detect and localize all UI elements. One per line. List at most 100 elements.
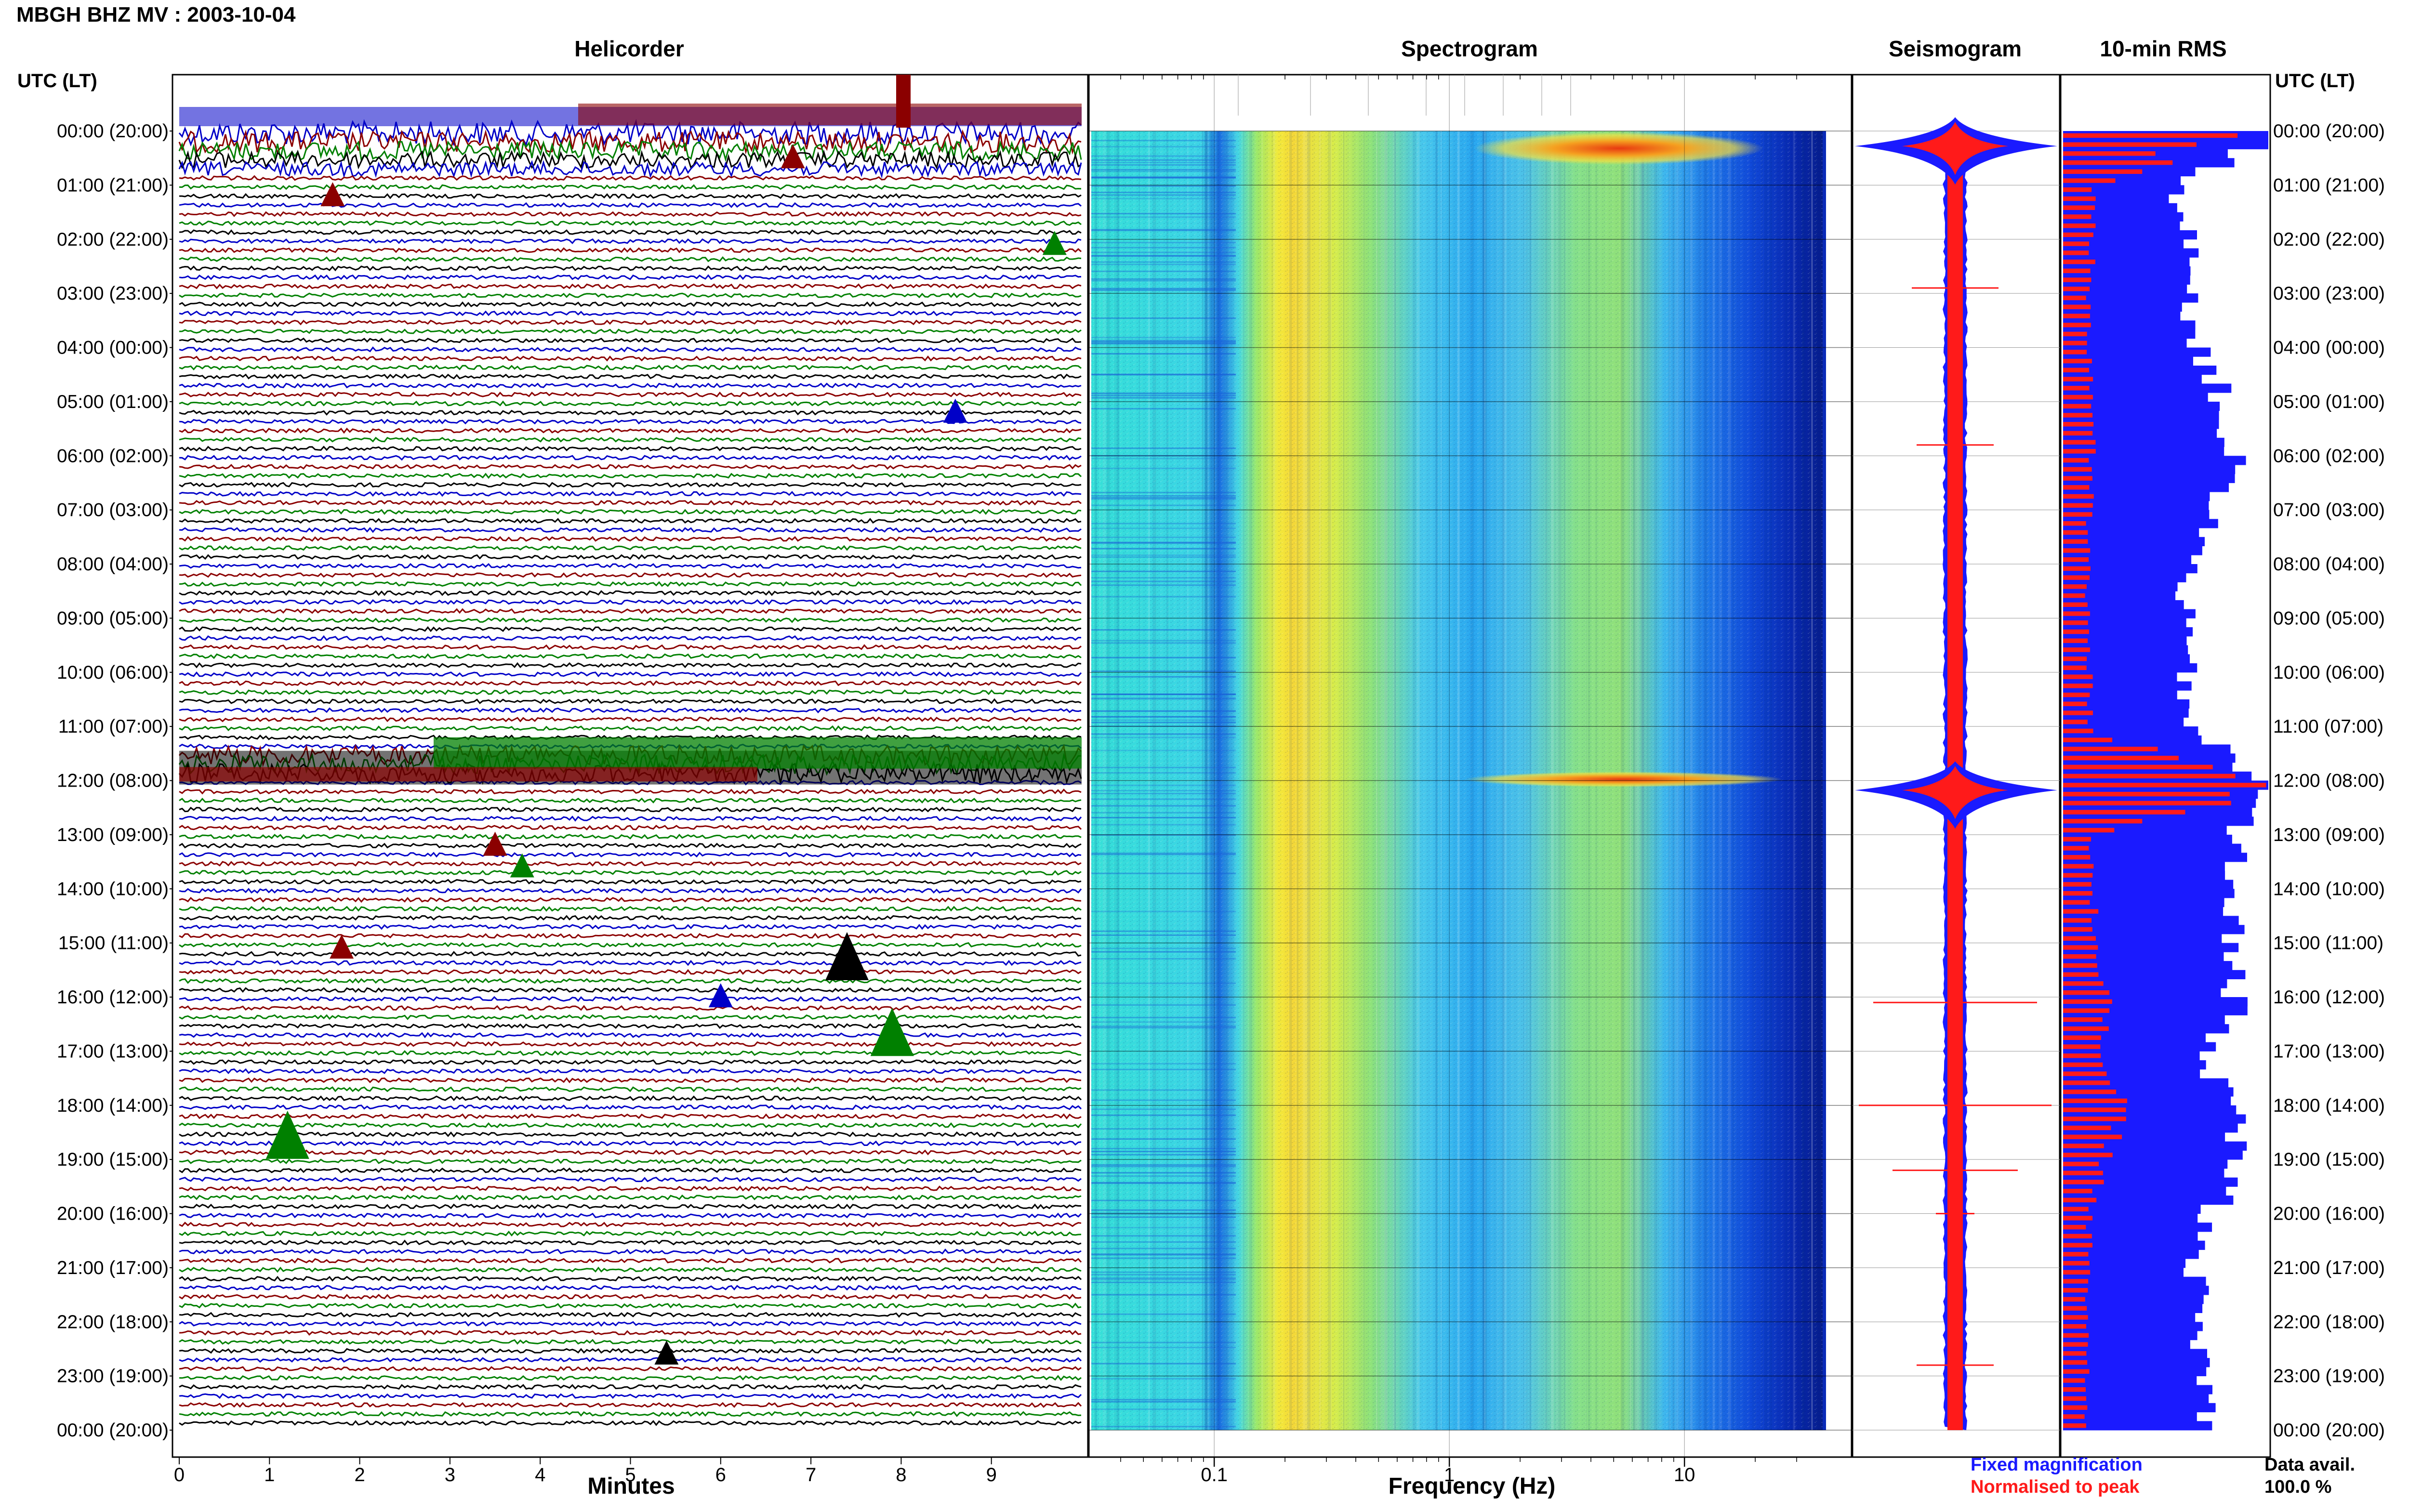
rms-bar-fixed [2063, 374, 2202, 384]
utc-header-left: UTC (LT) [17, 70, 97, 92]
helicorder-trace [179, 698, 1082, 704]
rms-bar-fixed [2063, 654, 2190, 664]
spectrogram-row [1091, 216, 1236, 218]
rms-bar-normalised [2063, 1333, 2089, 1338]
spectrogram-row [1091, 1341, 1236, 1343]
rms-bar-normalised [2063, 1017, 2103, 1022]
helicorder-event [654, 1340, 679, 1365]
rms-bar-normalised [2063, 1369, 2090, 1374]
rms-bar-normalised [2063, 1306, 2087, 1311]
time-label-right: 10:00 (06:00) [2273, 662, 2385, 683]
rms-bar-normalised [2063, 539, 2088, 544]
rms-bar-fixed [2063, 961, 2233, 971]
rms-bar-normalised [2063, 178, 2116, 183]
helicorder-trace [179, 644, 1082, 650]
rms-bar-normalised [2063, 810, 2185, 815]
rms-bar-normalised [2063, 548, 2091, 553]
rms-bar-normalised [2063, 629, 2089, 634]
helicorder-trace [179, 725, 1082, 732]
spectrogram-row [1091, 541, 1236, 543]
spectrogram-row [1091, 1148, 1236, 1149]
spectrogram-row [1091, 212, 1236, 214]
spectrogram-row [1091, 793, 1236, 794]
spectrogram-row [1091, 169, 1236, 171]
rms-bar-normalised [2063, 963, 2097, 968]
rms-bar-normalised [2063, 764, 2213, 770]
rms-bar-normalised [2063, 259, 2095, 264]
time-label-right: 13:00 (09:00) [2273, 825, 2385, 845]
rms-bar-normalised [2063, 1297, 2085, 1302]
rms-bar-normalised [2063, 214, 2091, 219]
seismogram-title: Seismogram [1888, 36, 2022, 61]
rms-bar-fixed [2063, 1249, 2199, 1259]
spectrogram-row [1091, 542, 1236, 544]
helicorder-trace [179, 337, 1082, 343]
spectrogram-row [1091, 772, 1236, 774]
helicorder-trace [179, 346, 1082, 353]
helicorder-trace [179, 1293, 1082, 1300]
time-label-right: 00:00 (20:00) [2273, 121, 2385, 142]
rms-bar-normalised [2063, 494, 2094, 499]
time-label-left: 06:00 (02:00) [57, 446, 169, 466]
helicorder-trace [179, 373, 1082, 380]
rms-bar-normalised [2063, 521, 2086, 526]
rms-bar-normalised [2063, 593, 2085, 598]
rms-bar-normalised [2063, 277, 2091, 282]
time-label-left: 22:00 (18:00) [57, 1312, 169, 1332]
helicorder-trace [179, 635, 1082, 641]
data-availability-value: 100.0 % [2264, 1477, 2332, 1497]
rms-bar-fixed [2063, 726, 2198, 736]
helicorder-trace [179, 1302, 1082, 1309]
spectrogram-row [1091, 194, 1236, 196]
rms-bar-normalised [2063, 1243, 2092, 1248]
rms-bar-fixed [2063, 275, 2190, 285]
rms-bar-normalised [2063, 440, 2096, 445]
rms-bar-fixed [2063, 952, 2224, 961]
rms-bar-fixed [2063, 1367, 2207, 1377]
rms-bar-fixed [2063, 329, 2196, 339]
spectrogram-row [1091, 1183, 1236, 1184]
rms-bar-fixed [2063, 456, 2246, 465]
rms-bar-fixed [2063, 1331, 2197, 1341]
rms-bar-normalised [2063, 891, 2092, 896]
rms-bar-normalised [2063, 1279, 2089, 1284]
helicorder-trace [179, 563, 1082, 569]
rms-bar-normalised [2063, 620, 2088, 625]
helicorder-trace [179, 1140, 1082, 1146]
helicorder-trace [179, 1402, 1082, 1408]
rms-bar-fixed [2063, 546, 2202, 555]
rms-bar-fixed [2063, 338, 2187, 348]
rms-bar-normalised [2063, 1044, 2101, 1049]
spectrogram-row [1091, 548, 1236, 550]
helicorder-trace [179, 852, 1082, 858]
rms-bar-fixed [2063, 528, 2199, 538]
helicorder-trace [179, 653, 1082, 659]
rms-bar-normalised [2063, 791, 2230, 797]
helicorder-top-burst [578, 104, 1082, 125]
minute-tick-label: 8 [896, 1464, 906, 1486]
spectrogram-row [1091, 1278, 1236, 1280]
rms-bar-normalised [2063, 1134, 2122, 1139]
rms-bar-normalised [2063, 268, 2091, 273]
helicorder-trace [179, 896, 1082, 903]
spectrogram-row [1091, 671, 1236, 672]
helicorder-trace [179, 464, 1082, 470]
time-label-left: 00:00 (20:00) [57, 121, 169, 142]
rms-bar-fixed [2063, 889, 2235, 898]
rms-bar-fixed [2063, 510, 2210, 519]
helicorder-trace [179, 1222, 1082, 1228]
spectrogram-row [1091, 716, 1236, 718]
helicorder-trace [179, 1357, 1082, 1363]
helicorder-noon-burst [179, 767, 757, 782]
rms-bar-fixed [2063, 1403, 2216, 1412]
spectrogram-row [1091, 343, 1236, 344]
minutes-axis-label: Minutes [587, 1473, 675, 1499]
rms-bar-normalised [2063, 1342, 2088, 1347]
helicorder-trace [179, 933, 1082, 939]
helicorder-trace [179, 1249, 1082, 1255]
rms-bar-fixed [2063, 681, 2192, 691]
helicorder-trace [179, 482, 1082, 488]
spectrogram-row [1091, 577, 1236, 579]
spectrogram-row [1091, 710, 1236, 712]
spectrogram-row [1091, 408, 1236, 409]
